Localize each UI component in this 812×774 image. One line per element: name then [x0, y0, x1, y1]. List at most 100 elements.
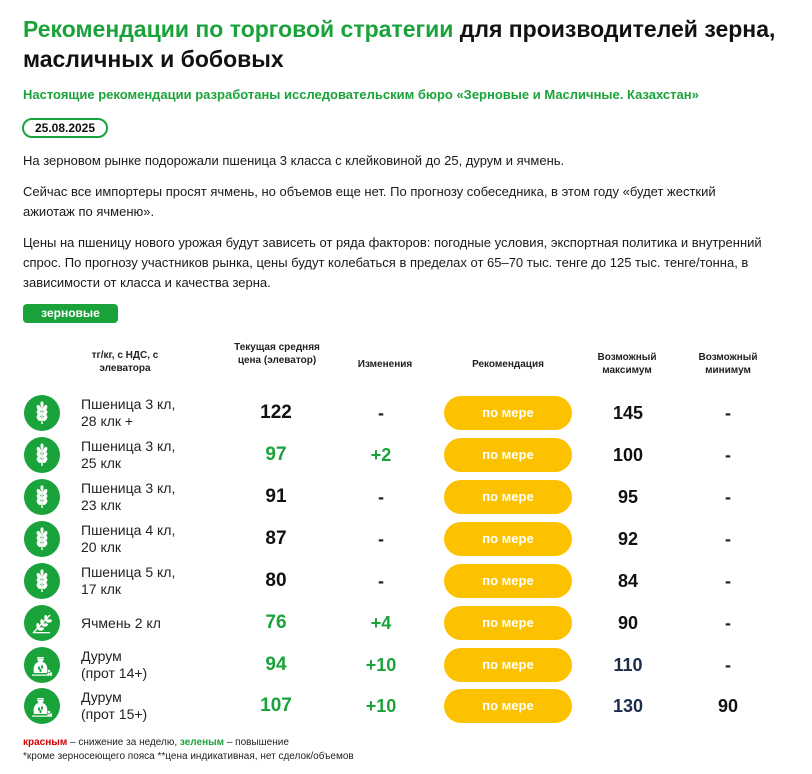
possible-max: 130	[612, 696, 644, 716]
header-unit: тг/кг, с НДС, с элеватора	[91, 350, 159, 374]
product-name-line2: 20 клк	[81, 539, 122, 555]
product-name-line1: Ячмень 2 кл	[81, 614, 161, 631]
possible-max: 145	[612, 403, 644, 423]
possible-min: -	[725, 655, 731, 675]
wheat-icon	[24, 395, 60, 431]
subtitle: Настоящие рекомендации разработаны иссле…	[23, 87, 699, 102]
possible-min: -	[725, 403, 731, 423]
recommendation-badge: по мере	[444, 564, 572, 598]
price-change: +10	[365, 696, 397, 716]
product-name-line1: Дурум	[81, 689, 122, 705]
current-price: 97	[265, 444, 287, 465]
table-row: Пшеница 3 кл, 28 клк + 122 - по мере 145 …	[23, 394, 785, 432]
product-name: Пшеница 3 кл, 28 клк +	[81, 394, 221, 432]
current-price: 76	[265, 612, 287, 633]
current-price: 91	[265, 486, 287, 507]
table-row: Пшеница 3 кл, 25 клк 97 +2 по мере 100 -	[23, 436, 785, 474]
grain-sack-icon	[24, 688, 60, 724]
wheat-icon	[24, 521, 60, 557]
possible-max: 110	[613, 655, 643, 675]
product-name: Пшеница 4 кл, 20 клк	[81, 520, 221, 558]
paragraph-3: Цены на пшеницу нового урожая будут зави…	[23, 235, 762, 290]
table-row: Ячмень 2 кл 76 +4 по мере 90 -	[23, 604, 785, 642]
current-price: 107	[260, 695, 292, 716]
table-row: Дурум (прот 14+) 94 +10 по мере 110 -	[23, 646, 785, 684]
product-name-line2: 28 клк +	[81, 413, 134, 429]
product-name: Ячмень 2 кл	[81, 604, 221, 642]
wheat-icon	[24, 563, 60, 599]
recommendation-badge: по мере	[444, 396, 572, 430]
possible-min: -	[725, 529, 731, 549]
grain-sack-icon	[24, 647, 60, 683]
possible-min: -	[725, 487, 731, 507]
legend-green-text: – повышение	[224, 737, 289, 748]
header-max: Возможный максимум	[597, 352, 657, 376]
table-row: Пшеница 5 кл, 17 клк 80 - по мере 84 -	[23, 562, 785, 600]
product-name-line1: Пшеница 4 кл,	[81, 522, 176, 538]
recommendation-badge: по мере	[444, 648, 572, 682]
price-change: +4	[370, 613, 392, 633]
header-min: Возможный минимум	[698, 352, 758, 376]
product-name-line1: Дурум	[81, 648, 122, 664]
price-change: -	[378, 571, 384, 591]
current-price: 122	[260, 402, 292, 423]
table-row: Дурум (прот 15+) 107 +10 по мере 130 90	[23, 687, 785, 725]
possible-min: -	[725, 613, 731, 633]
possible-max: 92	[617, 529, 639, 549]
wheat-icon	[24, 437, 60, 473]
possible-max: 90	[617, 613, 639, 633]
header-change: Изменения	[357, 359, 413, 370]
header-recommendation: Рекомендация	[472, 359, 544, 370]
price-change: +10	[365, 655, 397, 675]
product-name: Пшеница 3 кл, 25 клк	[81, 436, 221, 474]
product-name: Дурум (прот 14+)	[81, 646, 221, 684]
current-price: 80	[265, 570, 287, 591]
recommendation-badge: по мере	[444, 438, 572, 472]
title-black-part: для производителей зерна, масличных и бо…	[23, 16, 776, 72]
recommendation-badge: по мере	[444, 522, 572, 556]
current-price: 87	[265, 528, 287, 549]
product-name-line2: 23 клк	[81, 497, 122, 513]
product-name-line1: Пшеница 3 кл,	[81, 438, 176, 454]
recommendation-badge: по мере	[444, 606, 572, 640]
price-change: -	[378, 487, 384, 507]
possible-max: 100	[612, 445, 644, 465]
product-name-line2: (прот 15+)	[81, 706, 148, 722]
possible-min: -	[725, 445, 731, 465]
product-name-line2: (прот 14+)	[81, 665, 148, 681]
price-change: +2	[370, 445, 392, 465]
product-name-line1: Пшеница 3 кл,	[81, 396, 176, 412]
legend-red-text: – снижение за неделю,	[67, 737, 180, 748]
product-name: Пшеница 3 кл, 23 клк	[81, 478, 221, 516]
product-name: Пшеница 5 кл, 17 клк	[81, 562, 221, 600]
recommendation-badge: по мере	[444, 480, 572, 514]
price-change: -	[378, 403, 384, 423]
table-row: Пшеница 4 кл, 20 клк 87 - по мере 92 -	[23, 520, 785, 558]
current-price: 94	[265, 654, 287, 675]
possible-min: -	[725, 571, 731, 591]
paragraph-1: На зерновом рынке подорожали пшеница 3 к…	[23, 153, 565, 168]
table-row: Пшеница 3 кл, 23 клк 91 - по мере 95 -	[23, 478, 785, 516]
possible-min: 90	[717, 696, 739, 716]
recommendation-badge: по мере	[444, 689, 572, 723]
date-badge: 25.08.2025	[22, 118, 108, 138]
possible-max: 84	[617, 571, 639, 591]
paragraph-2: Сейчас все импортеры просят ячмень, но о…	[23, 184, 716, 219]
product-name-line2: 17 клк	[81, 581, 122, 597]
header-price: Текущая средняя цена (элеватор)	[234, 342, 320, 366]
price-change: -	[378, 529, 384, 549]
legend-green-word: зеленым	[179, 737, 225, 748]
product-name-line1: Пшеница 5 кл,	[81, 564, 176, 580]
possible-max: 95	[617, 487, 639, 507]
title-green-part: Рекомендации по торговой стратегии	[23, 16, 454, 42]
color-legend: красным – снижение за неделю, зеленым – …	[23, 737, 289, 748]
product-name: Дурум (прот 15+)	[81, 687, 221, 725]
product-name-line1: Пшеница 3 кл,	[81, 480, 176, 496]
section-tag: зерновые	[23, 304, 118, 323]
product-name-line2: 25 клк	[81, 455, 122, 471]
wheat-icon	[24, 479, 60, 515]
legend-red-word: красным	[23, 737, 68, 748]
footnote: *кроме зерносеющего пояса **цена индикат…	[23, 751, 354, 762]
barley-icon	[24, 605, 60, 641]
page-title: Рекомендации по торговой стратегии для п…	[23, 14, 803, 74]
